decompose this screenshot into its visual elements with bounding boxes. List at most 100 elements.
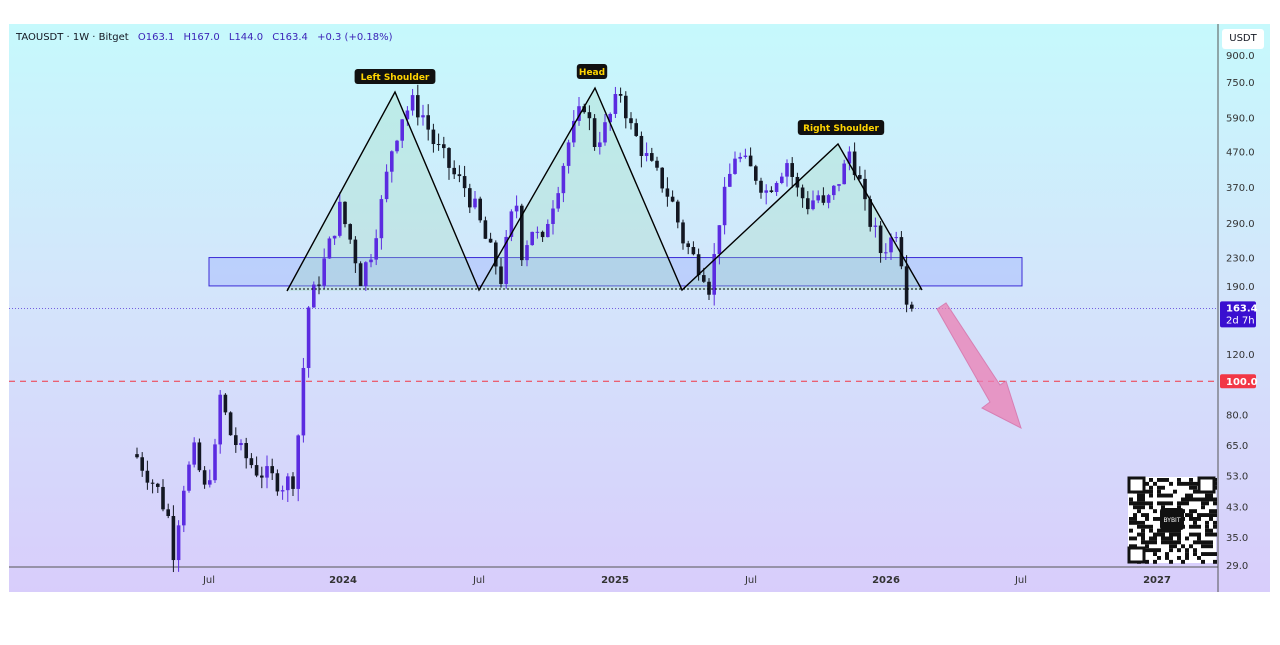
candle-body bbox=[910, 304, 914, 309]
candle-body bbox=[634, 123, 638, 136]
qr-cell bbox=[1205, 540, 1209, 545]
qr-cell bbox=[1165, 536, 1169, 541]
candle bbox=[468, 183, 472, 214]
candle-body bbox=[410, 95, 415, 111]
candle-body bbox=[546, 223, 550, 238]
qr-cell bbox=[1209, 552, 1213, 556]
candle-body bbox=[696, 254, 701, 276]
price-tick-label: 370.0 bbox=[1226, 183, 1255, 194]
qr-cell bbox=[1205, 528, 1209, 533]
head-fill bbox=[479, 88, 682, 290]
qr-cell bbox=[1169, 532, 1173, 537]
candle-body bbox=[743, 155, 748, 157]
qr-cell bbox=[1189, 513, 1193, 517]
qr-cell bbox=[1165, 528, 1169, 533]
candle-body bbox=[686, 243, 690, 248]
candle bbox=[202, 466, 207, 489]
qr-cell bbox=[1141, 528, 1145, 533]
qr-cell bbox=[1165, 540, 1169, 545]
candle bbox=[234, 427, 238, 453]
candle bbox=[327, 236, 332, 259]
candle bbox=[670, 190, 675, 203]
candle-body bbox=[759, 180, 763, 193]
candle bbox=[748, 147, 753, 167]
candle bbox=[499, 257, 503, 288]
candle-body bbox=[582, 106, 586, 113]
candle-body bbox=[806, 198, 810, 210]
qr-cell bbox=[1137, 532, 1141, 537]
qr-logo-bg bbox=[1160, 508, 1184, 530]
qr-cell bbox=[1181, 501, 1185, 506]
candle bbox=[650, 147, 654, 162]
candle-body bbox=[239, 443, 243, 446]
candle-body bbox=[343, 201, 347, 225]
qr-cell bbox=[1213, 552, 1217, 556]
qr-cell bbox=[1153, 548, 1157, 553]
alert-tag-bg bbox=[1220, 374, 1256, 389]
qr-cell bbox=[1149, 528, 1153, 533]
candle-body bbox=[150, 482, 155, 484]
qr-cell bbox=[1209, 532, 1213, 537]
qr-cell bbox=[1153, 481, 1157, 486]
candle-body bbox=[166, 509, 170, 517]
qr-code-icon: BYBIT bbox=[1127, 476, 1217, 564]
candle-body bbox=[894, 237, 898, 239]
qr-cell bbox=[1129, 501, 1133, 506]
candle bbox=[556, 186, 560, 212]
qr-cell bbox=[1161, 532, 1165, 537]
candle-body bbox=[733, 158, 737, 174]
candle bbox=[260, 466, 264, 489]
candle-body bbox=[473, 198, 477, 208]
time-tick-label: Jul bbox=[1014, 575, 1027, 586]
candle bbox=[800, 184, 805, 208]
qr-cell bbox=[1165, 556, 1169, 560]
currency-button[interactable]: USDT bbox=[1222, 29, 1264, 49]
candle bbox=[280, 485, 285, 500]
qr-cell bbox=[1157, 493, 1161, 498]
candle bbox=[306, 306, 311, 378]
candle bbox=[197, 438, 202, 473]
current-price-tag: 163.42d 7h bbox=[1220, 301, 1258, 328]
candle-body bbox=[832, 185, 836, 196]
candle-body bbox=[863, 178, 867, 200]
candle bbox=[878, 221, 883, 263]
head-and-shoulders-outline bbox=[286, 86, 923, 292]
time-tick-label: Jul bbox=[744, 575, 757, 586]
qr-cell bbox=[1169, 536, 1173, 541]
candle-body bbox=[702, 275, 706, 282]
candle bbox=[452, 160, 456, 179]
candle bbox=[587, 105, 592, 131]
qr-cell bbox=[1205, 520, 1209, 525]
candle bbox=[156, 482, 160, 493]
qr-cell bbox=[1197, 524, 1201, 529]
candle bbox=[218, 390, 222, 454]
qr-cell bbox=[1201, 513, 1205, 517]
qr-cell bbox=[1169, 501, 1173, 506]
qr-cell bbox=[1165, 478, 1169, 482]
qr-cell bbox=[1137, 509, 1141, 514]
candle bbox=[358, 261, 363, 287]
candle bbox=[421, 104, 425, 126]
candle bbox=[390, 150, 394, 183]
candle-body bbox=[852, 151, 857, 176]
pattern-label: Head bbox=[576, 64, 608, 79]
qr-cell bbox=[1145, 544, 1149, 549]
price-tick-label: 190.0 bbox=[1226, 282, 1255, 293]
qr-cell bbox=[1213, 532, 1217, 537]
candle bbox=[514, 195, 519, 219]
qr-cell bbox=[1189, 493, 1193, 498]
qr-cell bbox=[1149, 501, 1153, 506]
candle bbox=[686, 240, 690, 255]
candle-body bbox=[603, 122, 607, 143]
candle-body bbox=[769, 190, 774, 193]
qr-cell bbox=[1177, 532, 1181, 537]
qr-cell bbox=[1157, 528, 1161, 533]
candle-body bbox=[161, 486, 165, 510]
candle-body bbox=[254, 465, 259, 476]
candle-body bbox=[650, 153, 654, 161]
label-bg bbox=[354, 69, 436, 84]
candle-body bbox=[369, 259, 373, 263]
symbol-label[interactable]: TAOUSDT · 1W · Bitget bbox=[16, 32, 129, 43]
price-tick-label: 230.0 bbox=[1226, 254, 1255, 265]
